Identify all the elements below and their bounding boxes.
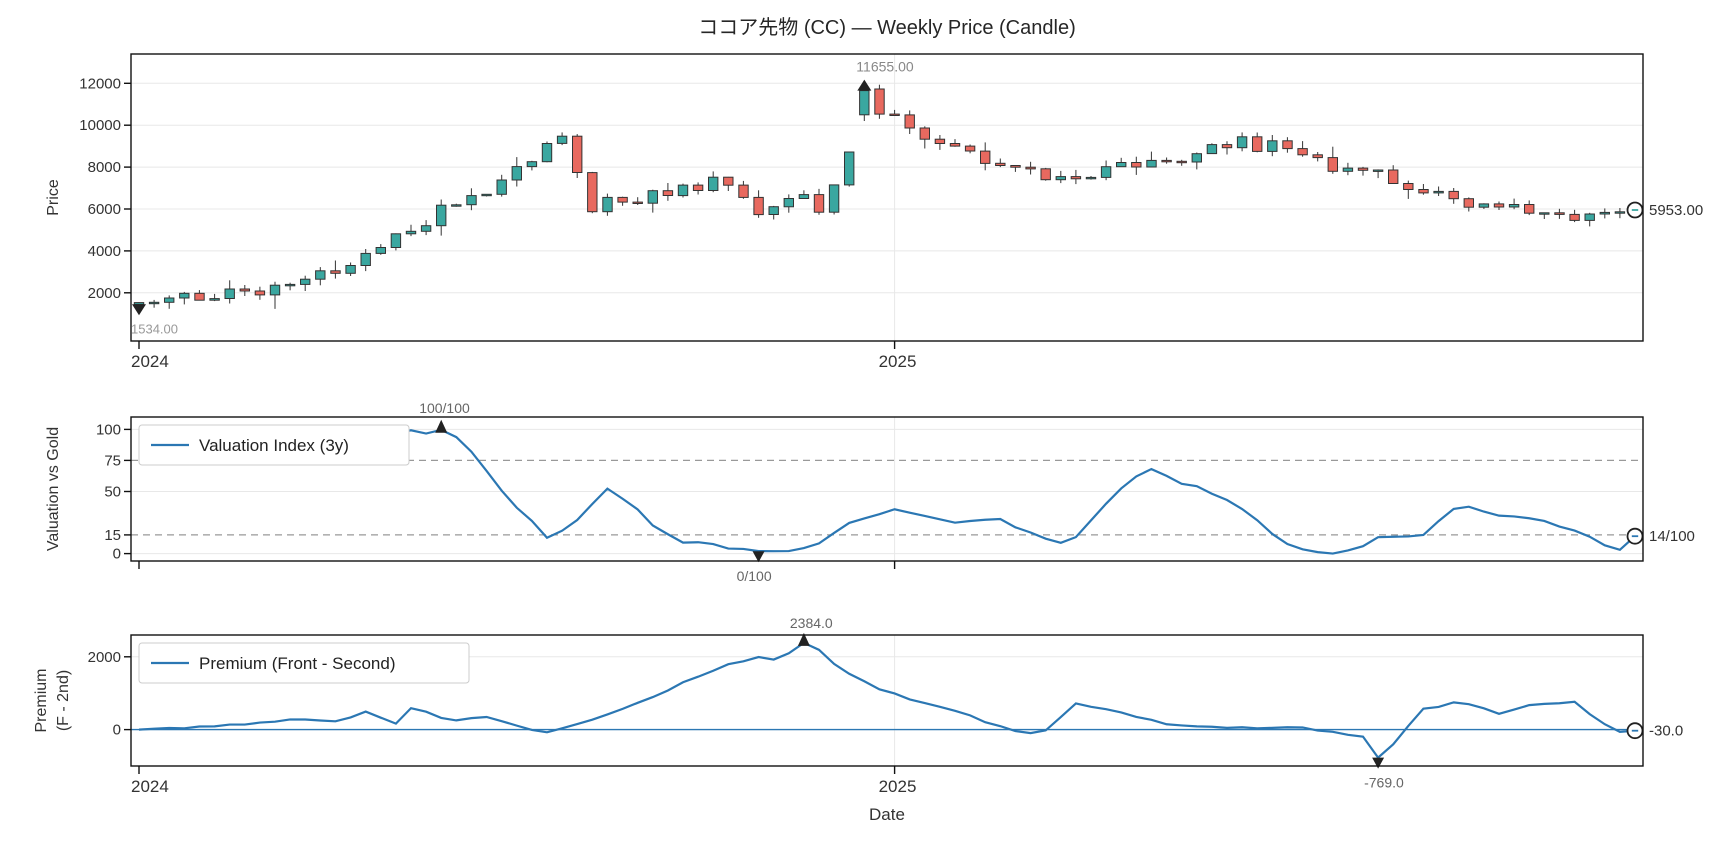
svg-text:ココア先物 (CC) — Weekly Price (Can: ココア先物 (CC) — Weekly Price (Candle): [698, 16, 1075, 39]
svg-text:Premium: Premium: [33, 668, 50, 732]
svg-text:50: 50: [104, 484, 121, 501]
svg-text:4000: 4000: [88, 243, 121, 260]
svg-text:11655.00: 11655.00: [856, 59, 914, 75]
svg-text:(F - 2nd): (F - 2nd): [55, 670, 72, 731]
svg-text:2025: 2025: [879, 777, 917, 796]
svg-text:Price: Price: [45, 179, 62, 216]
svg-text:0: 0: [113, 722, 121, 739]
svg-text:10000: 10000: [79, 117, 121, 134]
svg-text:-30.0: -30.0: [1649, 723, 1683, 740]
svg-text:2384.0: 2384.0: [790, 615, 833, 631]
svg-text:15: 15: [104, 527, 121, 544]
svg-text:8000: 8000: [88, 159, 121, 176]
svg-text:14/100: 14/100: [1649, 528, 1695, 545]
svg-text:Premium (Front - Second): Premium (Front - Second): [199, 654, 396, 673]
svg-text:6000: 6000: [88, 201, 121, 218]
svg-text:2024: 2024: [131, 352, 169, 371]
svg-text:1534.00: 1534.00: [131, 321, 178, 336]
svg-text:5953.00: 5953.00: [1649, 202, 1703, 219]
svg-text:12000: 12000: [79, 75, 121, 92]
svg-text:2000: 2000: [88, 649, 121, 666]
svg-text:2025: 2025: [879, 352, 917, 371]
svg-text:Valuation Index (3y): Valuation Index (3y): [199, 436, 349, 455]
svg-text:2024: 2024: [131, 777, 169, 796]
svg-text:Valuation vs Gold: Valuation vs Gold: [45, 427, 62, 551]
svg-text:100: 100: [96, 421, 121, 438]
svg-text:100/100: 100/100: [419, 400, 470, 416]
svg-text:2000: 2000: [88, 285, 121, 302]
svg-text:0: 0: [113, 546, 121, 563]
svg-text:Date: Date: [869, 805, 905, 824]
svg-text:-769.0: -769.0: [1364, 775, 1404, 791]
svg-text:0/100: 0/100: [737, 568, 772, 584]
svg-text:75: 75: [104, 452, 121, 469]
